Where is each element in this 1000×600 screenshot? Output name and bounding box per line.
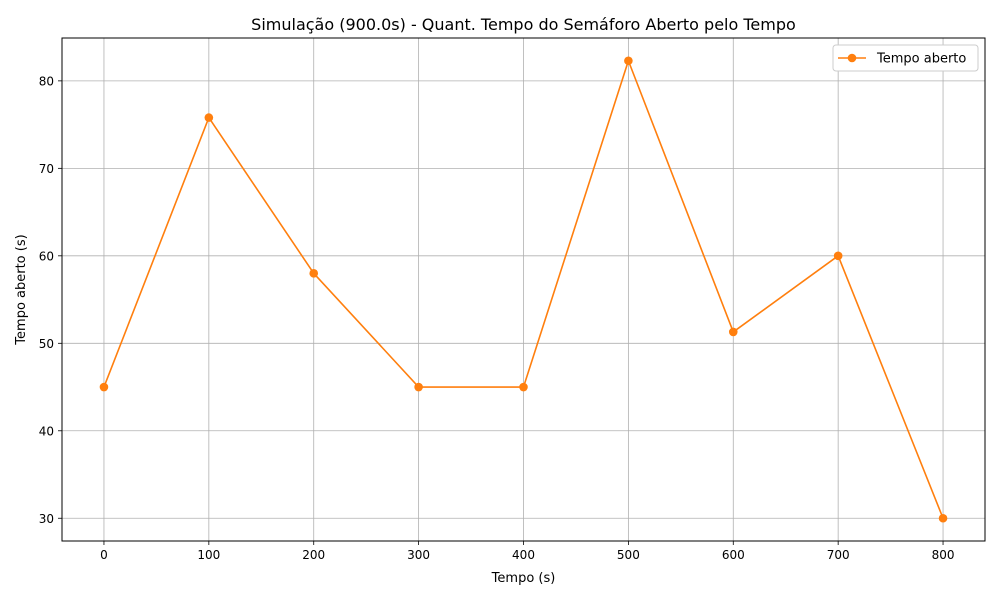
legend-marker	[847, 53, 857, 63]
data-point	[624, 56, 633, 66]
data-point	[99, 382, 109, 392]
y-tick-label: 50	[39, 337, 54, 351]
y-tick-label: 40	[39, 424, 54, 438]
series-layer	[99, 56, 948, 523]
data-point	[414, 382, 423, 392]
x-axis-ticks: 0 100 200 300 400 500 600 700 800	[100, 541, 954, 562]
legend: Tempo aberto	[832, 44, 979, 72]
y-axis-label: Tempo aberto (s)	[14, 234, 29, 345]
x-tick-label: 200	[302, 548, 325, 562]
x-tick-label: 700	[827, 548, 850, 562]
x-tick-label: 800	[932, 548, 955, 562]
data-point	[833, 251, 843, 261]
x-tick-label: 100	[197, 548, 220, 562]
x-tick-label: 600	[722, 548, 745, 562]
data-point	[204, 113, 214, 122]
data-point	[938, 513, 948, 523]
x-tick-label: 400	[512, 548, 535, 562]
x-tick-label: 500	[617, 548, 640, 562]
x-tick-label: 300	[407, 548, 430, 562]
y-tick-label: 30	[39, 512, 54, 526]
legend-box	[832, 44, 979, 72]
grid-lines	[62, 38, 985, 541]
x-tick-label: 0	[100, 548, 108, 562]
data-point	[309, 269, 319, 278]
y-tick-label: 60	[39, 249, 54, 263]
legend-label: Tempo aberto	[876, 52, 966, 67]
y-tick-label: 70	[39, 162, 54, 176]
data-point	[728, 327, 738, 337]
y-tick-label: 80	[39, 74, 54, 88]
data-point	[519, 382, 528, 392]
x-axis-label: Tempo (s)	[491, 571, 556, 586]
chart-title: Simulação (900.0s) - Quant. Tempo do Sem…	[251, 15, 796, 34]
y-axis-ticks: 30 40 50 60 70 80	[39, 74, 62, 526]
